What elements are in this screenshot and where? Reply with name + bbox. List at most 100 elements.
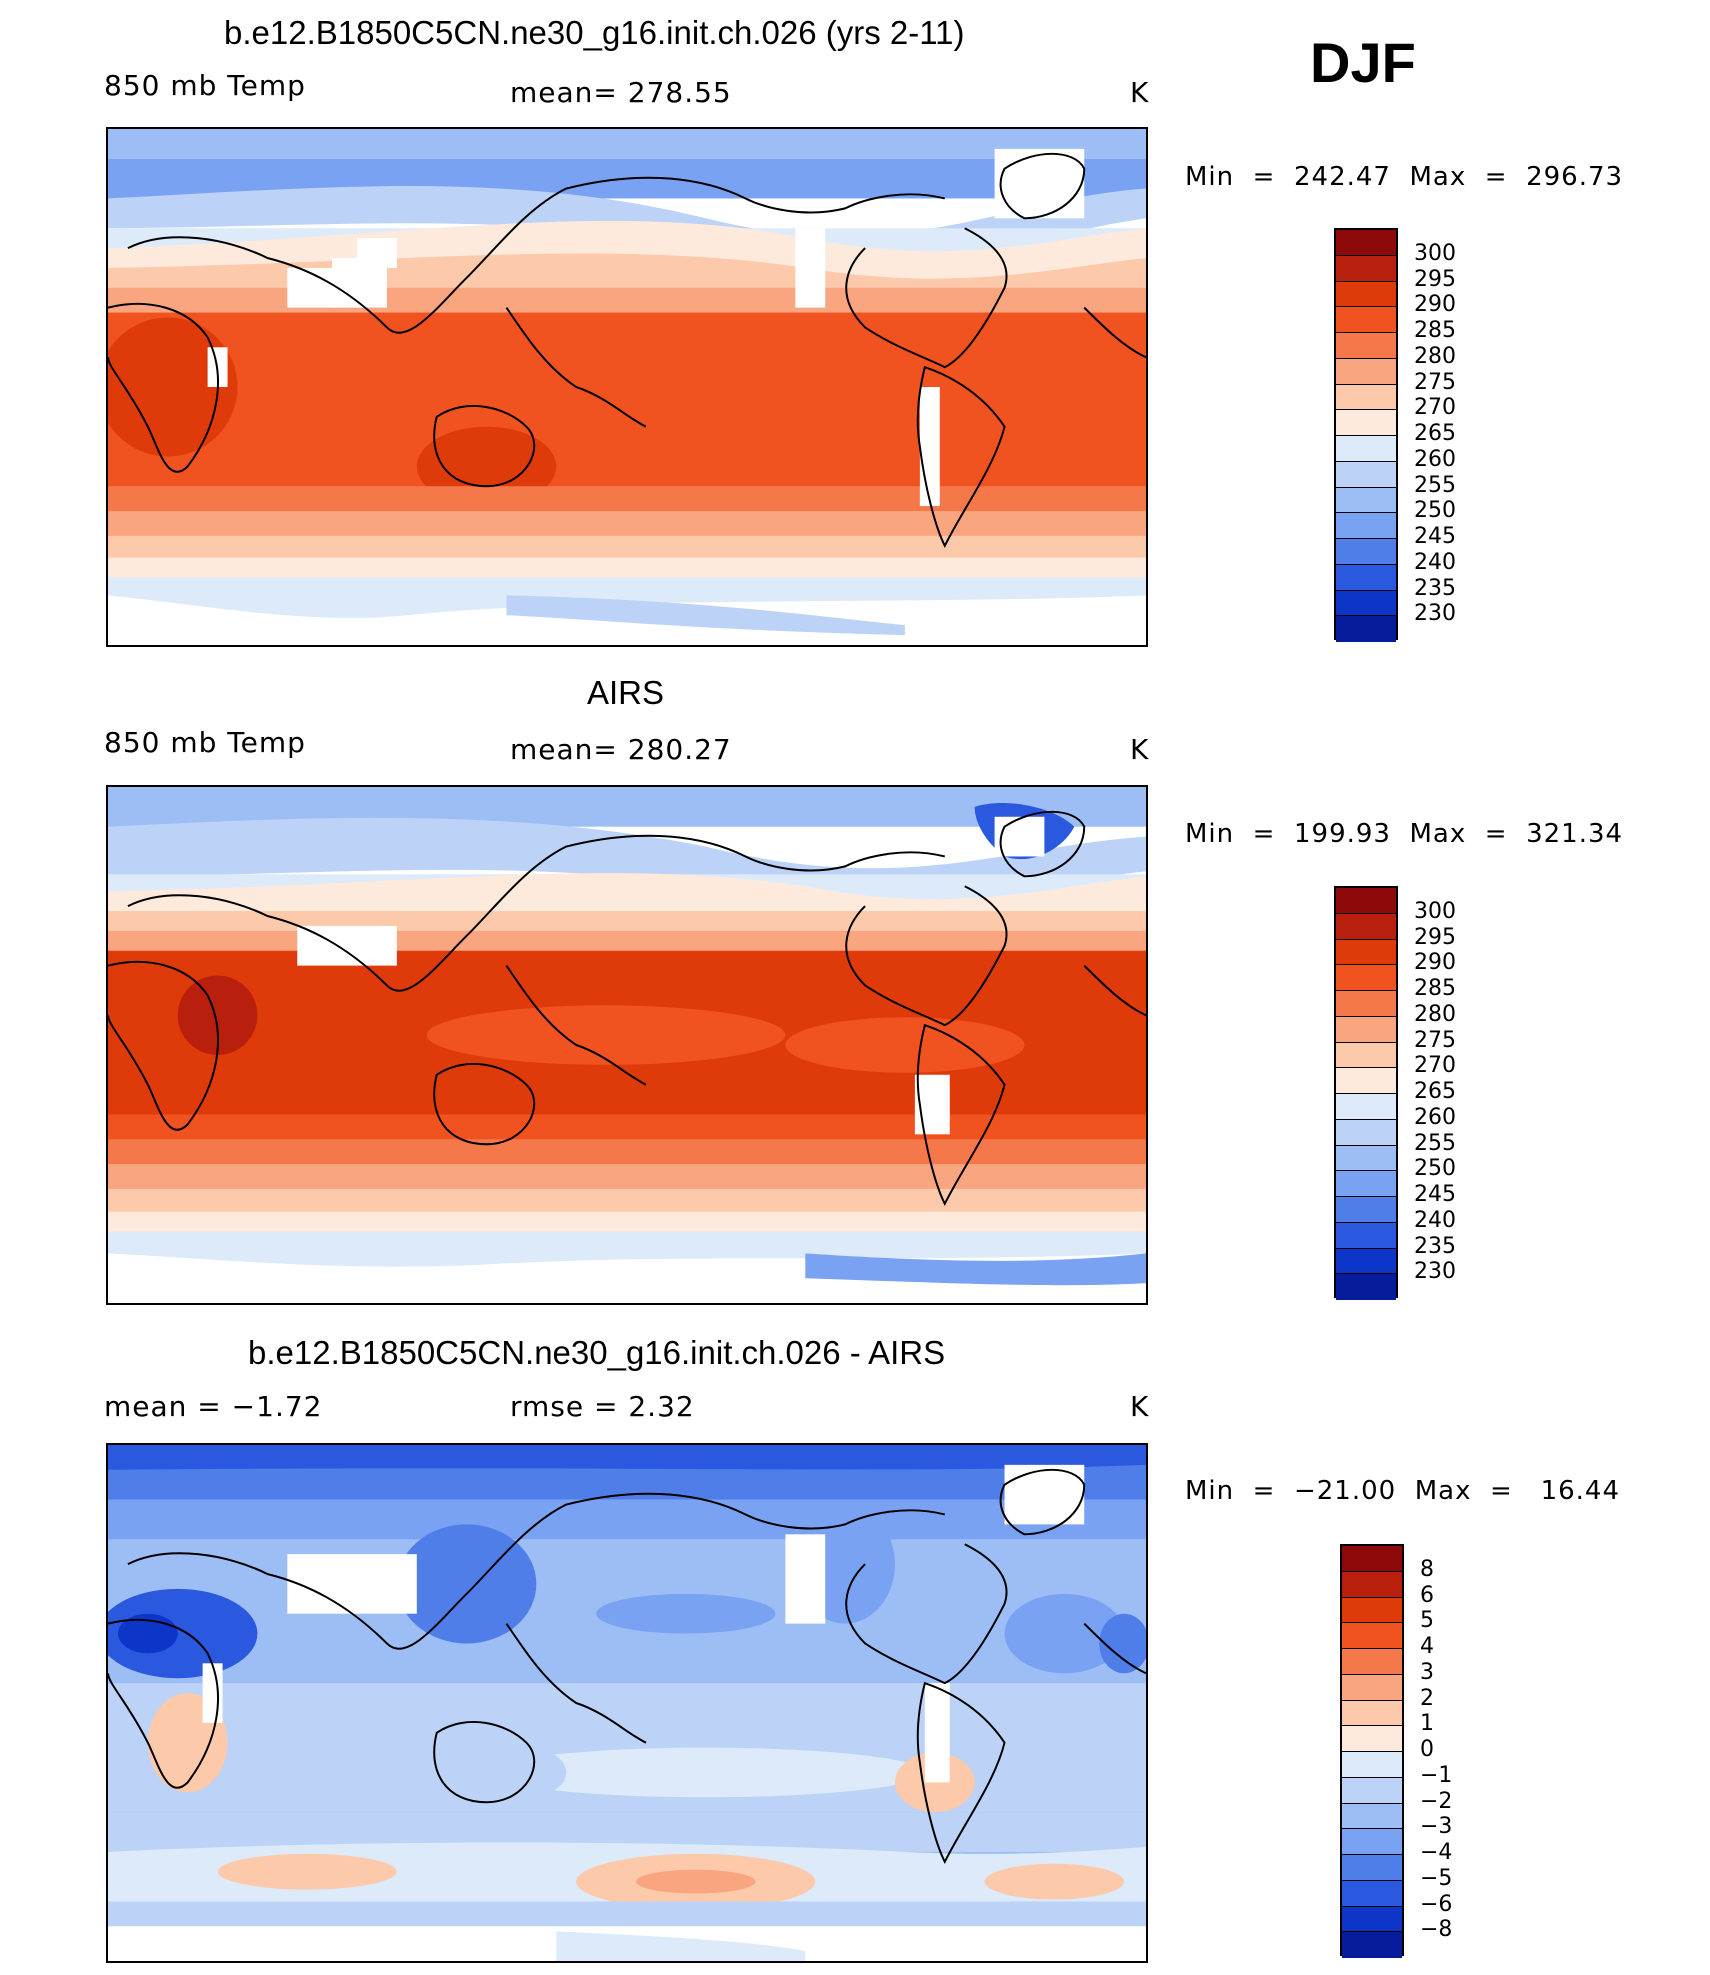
panel1-colorbar — [1334, 228, 1398, 642]
colorbar-segment — [1336, 991, 1396, 1017]
panel3-map — [106, 1443, 1148, 1963]
panel2-mean: mean= 280.27 — [510, 733, 732, 766]
panel2-colorbar — [1334, 886, 1398, 1300]
colorbar-tick-label: 300 — [1414, 240, 1456, 266]
colorbar-tick-label: 290 — [1414, 292, 1456, 318]
colorbar-segment — [1342, 1777, 1402, 1804]
colorbar-segment — [1336, 1042, 1396, 1069]
panel3-minmax: Min = −21.00 Max = 16.44 — [1185, 1476, 1621, 1506]
panel2-units: K — [1130, 733, 1150, 766]
colorbar-tick-label: 275 — [1414, 369, 1456, 395]
colorbar-tick-label: 265 — [1414, 1079, 1456, 1104]
panel3-title: b.e12.B1850C5CN.ne30_g16.init.ch.026 - A… — [248, 1334, 946, 1371]
colorbar-segment — [1336, 384, 1396, 411]
colorbar-segment — [1342, 1726, 1402, 1752]
colorbar-segment — [1336, 539, 1396, 565]
colorbar-segment — [1342, 1880, 1402, 1907]
colorbar-segment — [1336, 436, 1396, 462]
colorbar-segment — [1342, 1752, 1402, 1778]
colorbar-tick-label: 270 — [1414, 1053, 1456, 1079]
colorbar-segment — [1336, 939, 1396, 966]
colorbar-tick-label: 295 — [1414, 924, 1456, 950]
panel1-mean: mean= 278.55 — [510, 76, 732, 109]
panel2-variable: 850 mb Temp — [104, 726, 306, 759]
panel3-rmse: rmse = 2.32 — [510, 1390, 695, 1423]
colorbar-tick-label: 245 — [1414, 524, 1456, 549]
colorbar-tick-label: 2 — [1420, 1685, 1434, 1711]
colorbar-tick-label: −3 — [1420, 1814, 1453, 1840]
panel1-map — [106, 127, 1148, 647]
colorbar-tick-label: −8 — [1420, 1917, 1453, 1943]
colorbar-tick-label: 240 — [1414, 549, 1456, 575]
panel3-colorbar — [1340, 1544, 1404, 1958]
colorbar-tick-label: 6 — [1420, 1582, 1434, 1608]
colorbar-tick-label: 285 — [1414, 976, 1456, 1001]
colorbar-segment — [1342, 1546, 1402, 1572]
colorbar-tick-label: 295 — [1414, 266, 1456, 292]
colorbar-tick-label: 270 — [1414, 395, 1456, 421]
panel2-minmax: Min = 199.93 Max = 321.34 — [1185, 819, 1624, 849]
colorbar-tick-label: 265 — [1414, 421, 1456, 446]
colorbar-segment — [1336, 564, 1396, 591]
colorbar-tick-label: 1 — [1420, 1711, 1434, 1737]
panel1-units: K — [1130, 76, 1150, 109]
colorbar-tick-label: −2 — [1420, 1788, 1453, 1814]
colorbar-segment — [1336, 230, 1396, 256]
colorbar-tick-label: 250 — [1414, 498, 1456, 524]
colorbar-tick-label: 250 — [1414, 1156, 1456, 1182]
colorbar-segment — [1336, 1248, 1396, 1275]
colorbar-segment — [1342, 1803, 1402, 1830]
colorbar-tick-label: 5 — [1420, 1608, 1434, 1634]
colorbar-tick-label: 255 — [1414, 472, 1456, 498]
colorbar-segment — [1342, 1906, 1402, 1933]
colorbar-segment — [1336, 281, 1396, 308]
colorbar-segment — [1342, 1829, 1402, 1855]
colorbar-tick-label: 275 — [1414, 1027, 1456, 1053]
colorbar-segment — [1336, 1119, 1396, 1146]
colorbar-segment — [1336, 616, 1396, 642]
colorbar-segment — [1336, 1016, 1396, 1043]
colorbar-tick-label: −5 — [1420, 1865, 1453, 1891]
colorbar-tick-label: 290 — [1414, 950, 1456, 976]
colorbar-tick-label: 0 — [1420, 1737, 1434, 1762]
colorbar-tick-label: 4 — [1420, 1634, 1434, 1659]
colorbar-segment — [1342, 1623, 1402, 1649]
colorbar-segment — [1342, 1855, 1402, 1881]
colorbar-segment — [1342, 1932, 1402, 1958]
colorbar-segment — [1336, 1171, 1396, 1197]
colorbar-tick-label: 230 — [1414, 1259, 1456, 1285]
colorbar-segment — [1342, 1597, 1402, 1624]
colorbar-segment — [1336, 358, 1396, 385]
colorbar-tick-label: 245 — [1414, 1182, 1456, 1207]
colorbar-tick-label: 285 — [1414, 318, 1456, 343]
colorbar-tick-label: −1 — [1420, 1762, 1453, 1788]
colorbar-segment — [1336, 410, 1396, 436]
colorbar-segment — [1336, 913, 1396, 940]
colorbar-segment — [1342, 1649, 1402, 1675]
colorbar-tick-label: 300 — [1414, 898, 1456, 924]
colorbar-segment — [1336, 461, 1396, 488]
colorbar-segment — [1336, 307, 1396, 333]
colorbar-segment — [1336, 1222, 1396, 1249]
colorbar-tick-label: 280 — [1414, 1001, 1456, 1027]
colorbar-segment — [1342, 1700, 1402, 1727]
colorbar-segment — [1336, 1274, 1396, 1300]
colorbar-segment — [1336, 1068, 1396, 1094]
colorbar-tick-label: 255 — [1414, 1130, 1456, 1156]
colorbar-segment — [1342, 1674, 1402, 1701]
colorbar-tick-label: −4 — [1420, 1840, 1453, 1865]
colorbar-segment — [1336, 965, 1396, 991]
panel1-variable: 850 mb Temp — [104, 69, 306, 102]
colorbar-segment — [1336, 487, 1396, 514]
colorbar-tick-label: 8 — [1420, 1556, 1434, 1582]
colorbar-tick-label: 260 — [1414, 1104, 1456, 1130]
colorbar-segment — [1336, 590, 1396, 617]
colorbar-segment — [1336, 1094, 1396, 1120]
season-label: DJF — [1310, 31, 1416, 94]
colorbar-tick-label: 240 — [1414, 1207, 1456, 1233]
colorbar-segment — [1336, 513, 1396, 539]
colorbar-tick-label: 280 — [1414, 343, 1456, 369]
panel2-map — [106, 785, 1148, 1305]
panel3-units: K — [1130, 1390, 1150, 1423]
panel2-title: AIRS — [587, 674, 665, 711]
